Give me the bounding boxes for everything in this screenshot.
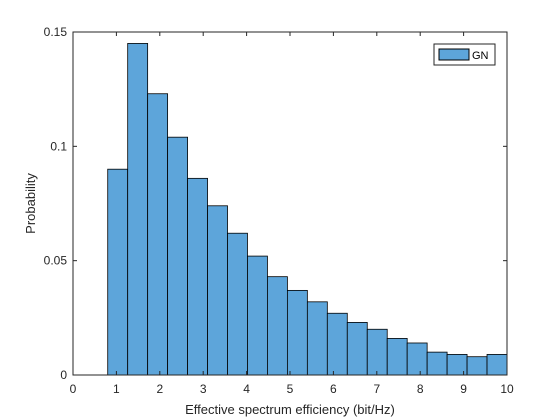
x-tick-label: 3 — [200, 382, 207, 396]
histogram-bar — [247, 255, 268, 376]
bars-group — [107, 43, 508, 376]
histogram-bar — [306, 301, 328, 376]
histogram-bar — [127, 43, 149, 376]
histogram-bar — [267, 276, 288, 376]
y-tick-label: 0.05 — [44, 254, 68, 268]
histogram-bar — [207, 205, 228, 376]
histogram-bar — [107, 168, 129, 376]
histogram-bar — [346, 322, 368, 376]
x-tick-label: 5 — [287, 382, 294, 396]
x-tick-label: 9 — [460, 382, 467, 396]
y-tick-label: 0.15 — [44, 25, 68, 39]
y-tick-label: 0.1 — [50, 139, 67, 153]
x-tick-label: 1 — [113, 382, 120, 396]
histogram-bar — [167, 136, 188, 376]
x-tick-label: 8 — [417, 382, 424, 396]
x-tick-label: 7 — [373, 382, 380, 396]
histogram-bar — [187, 177, 208, 376]
x-tick-label: 0 — [70, 382, 77, 396]
histogram-bar — [227, 232, 248, 376]
y-tick-labels: 0 0.05 0.1 0.15 — [44, 25, 68, 382]
x-tick-label: 4 — [243, 382, 250, 396]
histogram-bar — [486, 354, 508, 376]
histogram-bar — [366, 328, 388, 376]
histogram-bar — [406, 342, 428, 376]
legend-label: GN — [472, 50, 489, 62]
histogram-bar — [326, 312, 348, 376]
histogram-bar — [466, 356, 488, 376]
x-tick-labels: 0 1 2 3 4 5 6 7 8 9 10 — [70, 382, 514, 396]
legend: GN — [433, 43, 496, 66]
histogram-bar — [386, 338, 408, 376]
histogram-bar — [426, 351, 448, 376]
histogram-bar — [286, 289, 308, 376]
histogram-bar — [147, 93, 169, 376]
y-axis-label: Probability — [23, 173, 38, 234]
legend-swatch — [438, 48, 470, 61]
y-tick-label: 0 — [60, 368, 67, 382]
plot-area-frame — [72, 31, 508, 376]
x-axis-label: Effective spectrum efficiency (bit/Hz) — [185, 402, 395, 417]
x-tick-label: 10 — [500, 382, 514, 396]
x-tick-label: 2 — [156, 382, 163, 396]
x-tick-label: 6 — [330, 382, 337, 396]
